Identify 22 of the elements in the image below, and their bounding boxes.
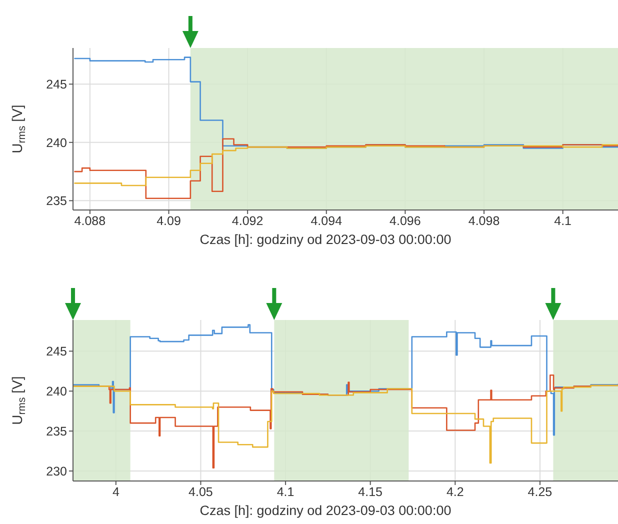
x-tick-label: 4.094 [310, 214, 342, 228]
y-tick-label: 240 [46, 136, 68, 150]
x-tick-label: 4.098 [468, 214, 500, 228]
y-tick-label: 230 [46, 464, 68, 478]
x-tick-label: 4.2 [446, 484, 464, 499]
y-tick-label: 245 [46, 78, 68, 92]
x-tick-label: 4.05 [188, 484, 213, 499]
x-axis-title: Czas [h]: godziny od 2023-09-03 00:00:00 [200, 503, 452, 518]
x-tick-label: 4.096 [390, 214, 421, 228]
y-tick-label: 235 [46, 194, 68, 208]
x-tick-label: 4 [112, 484, 120, 499]
x-tick-label: 4.1 [276, 484, 294, 499]
x-tick-label: 4.25 [528, 484, 552, 499]
x-tick-label: 4.1 [554, 214, 572, 228]
x-tick-label: 4.088 [74, 214, 106, 228]
x-tick-label: 4.15 [358, 484, 383, 499]
x-axis-title: Czas [h]: godziny od 2023-09-03 00:00:00 [200, 232, 452, 247]
x-tick-label: 4.092 [232, 214, 264, 228]
y-tick-label: 240 [46, 384, 68, 399]
y-tick-label: 245 [46, 344, 68, 359]
y-tick-label: 235 [46, 424, 68, 438]
x-tick-label: 4.09 [156, 214, 181, 228]
